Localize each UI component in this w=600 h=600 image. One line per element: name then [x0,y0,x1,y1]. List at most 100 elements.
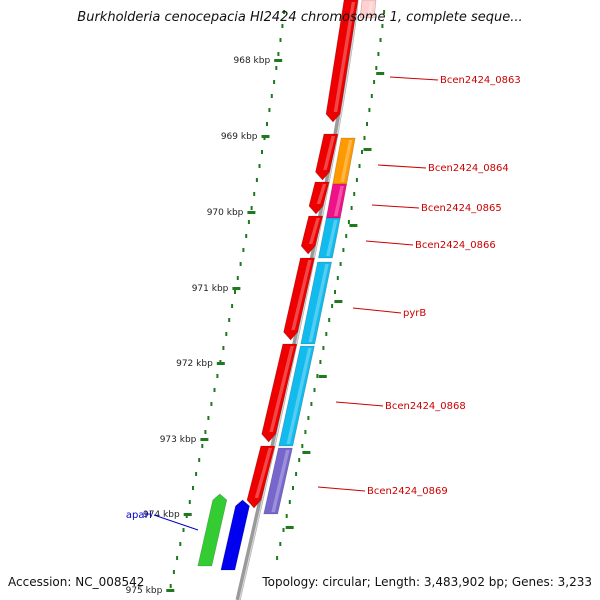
guide-dot [347,220,350,224]
topology-summary: Topology: circular; Length: 3,483,902 bp… [262,575,592,589]
guide-dot [247,220,250,224]
dotted-guide-rings [169,10,386,588]
gene-label[interactable]: pyrB [403,308,426,319]
guide-dot [228,318,231,322]
guide-dot [213,388,216,392]
red-gene-arrow-shine [254,448,272,498]
guide-dot [281,24,284,28]
guide-dot [279,38,282,42]
gene-label[interactable]: Bcen2424_0869 [367,486,448,497]
guide-dot [179,542,182,546]
guide-dot [268,108,271,112]
gene-labels: Bcen2424_0863 Bcen2424_0864 Bcen2424_0865 B… [126,75,521,531]
outer-gene-block [318,217,341,259]
guide-dot [366,122,368,126]
guide-dot [207,416,210,420]
scale-tick [247,211,256,214]
outer-gene-block-shine [334,186,344,216]
scale-tick [261,135,270,138]
guide-dot [276,556,279,560]
gene-label[interactable]: Bcen2424_0866 [415,240,496,251]
red-gene-arrow [261,343,298,443]
outer-gene-block-shine [340,140,353,182]
guide-dot [307,416,310,420]
label-leader-line [335,401,384,407]
guide-dot [250,206,253,210]
scale-tick [274,59,283,62]
label-leader-line [371,204,420,209]
outside-gene-arrow [220,499,250,571]
red-gene-arrow [315,133,339,181]
guide-dot [234,290,236,294]
scale-tick-label: 975 kbp [126,586,163,596]
guide-dot [231,304,234,308]
guide-dot [363,136,366,140]
guide-dot [355,178,358,182]
guide-dot [176,556,179,560]
scale-tick-label: 973 kbp [160,435,197,445]
red-gene-arrow [325,0,359,123]
scale-tick-label: 972 kbp [176,359,213,369]
red-gene-arrow-shine [291,260,312,330]
guide-dot [258,164,261,168]
guide-dot [377,52,380,56]
gene-label[interactable]: Bcen2424_0864 [428,163,509,174]
scale-tick [285,526,294,529]
guide-dot [328,318,331,322]
red-gene-arrow-shine [316,184,327,204]
outer-gene-block-shine [286,348,312,444]
guide-dot [182,528,185,532]
guide-dot [277,52,280,56]
guide-dot [316,374,319,378]
guide-dot [322,346,325,350]
guide-dot [210,402,213,406]
outer-gene-block [300,261,332,345]
outer-gene-block [278,345,315,447]
scale-tick [302,451,311,454]
map-title: Burkholderia cenocepacia HI2424 chromoso… [77,10,523,25]
gene-label[interactable]: Bcen2424_0865 [421,203,502,214]
guide-dot [172,570,175,574]
outer-gene-block [359,0,377,19]
guide-dot [270,94,273,98]
guide-dot [325,332,328,336]
guide-dot [222,346,225,350]
guide-dot [336,276,339,280]
guide-dot [373,80,376,84]
scale-tick [349,224,358,227]
label-leader-line [153,514,199,531]
guide-dot [242,248,245,252]
guide-dot [368,108,371,112]
guide-dot [379,38,382,42]
guide-dot [169,584,172,588]
red-gene-arrow-shine [269,346,294,432]
guide-dot [266,122,268,126]
guide-dot [319,360,322,364]
guide-dot [301,444,304,448]
scale-tick [334,300,343,303]
outer-gene-block [263,447,293,515]
gene-label[interactable]: Bcen2424_0863 [440,75,521,86]
label-leader-line [365,240,414,246]
guide-dot [292,486,294,490]
guide-dot [304,430,307,434]
label-leader-line [389,76,439,81]
red-gene-arrow-shine [333,2,356,112]
guide-dot [275,66,278,70]
guide-dot [198,458,201,462]
guide-dot [313,388,316,392]
guide-dot [375,66,378,70]
gene-label[interactable]: apaH [126,510,152,521]
red-gene-arrow-shine [308,218,320,244]
label-leader-line [352,307,402,314]
guide-dot [195,472,198,476]
guide-dot [342,248,345,252]
scale-tick-label: 971 kbp [192,284,229,294]
guide-dot [339,262,342,266]
guide-dot [279,542,282,546]
gene-label[interactable]: Bcen2424_0868 [385,401,466,412]
scale-tick-label: 969 kbp [221,132,258,142]
guide-dot [310,402,313,406]
guide-dot [245,234,248,238]
